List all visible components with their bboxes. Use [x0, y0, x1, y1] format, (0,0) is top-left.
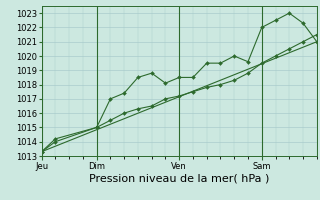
X-axis label: Pression niveau de la mer( hPa ): Pression niveau de la mer( hPa )	[89, 173, 269, 183]
